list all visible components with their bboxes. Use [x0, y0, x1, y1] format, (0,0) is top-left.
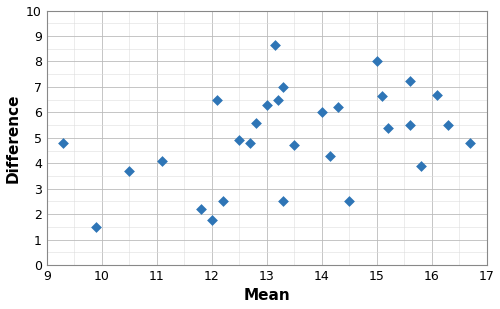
Point — [126, 168, 134, 173]
Point — [262, 102, 270, 107]
Point — [334, 105, 342, 110]
Point — [196, 207, 204, 212]
Point — [444, 123, 452, 128]
Point — [318, 110, 326, 115]
Point — [92, 224, 100, 229]
Point — [279, 84, 287, 89]
Point — [279, 199, 287, 204]
Point — [384, 125, 392, 130]
Point — [290, 143, 298, 148]
Point — [274, 97, 281, 102]
Point — [378, 93, 386, 98]
X-axis label: Mean: Mean — [244, 288, 290, 303]
Point — [406, 123, 413, 128]
Point — [271, 42, 279, 47]
Point — [406, 78, 413, 83]
Point — [466, 140, 474, 145]
Point — [416, 163, 424, 168]
Point — [246, 140, 254, 145]
Point — [60, 140, 68, 145]
Y-axis label: Difference: Difference — [6, 93, 20, 183]
Point — [372, 59, 380, 64]
Point — [433, 92, 441, 97]
Point — [252, 120, 260, 125]
Point — [208, 218, 216, 223]
Point — [235, 138, 243, 143]
Point — [345, 199, 353, 204]
Point — [158, 158, 166, 163]
Point — [213, 97, 221, 102]
Point — [218, 199, 226, 204]
Point — [326, 153, 334, 158]
